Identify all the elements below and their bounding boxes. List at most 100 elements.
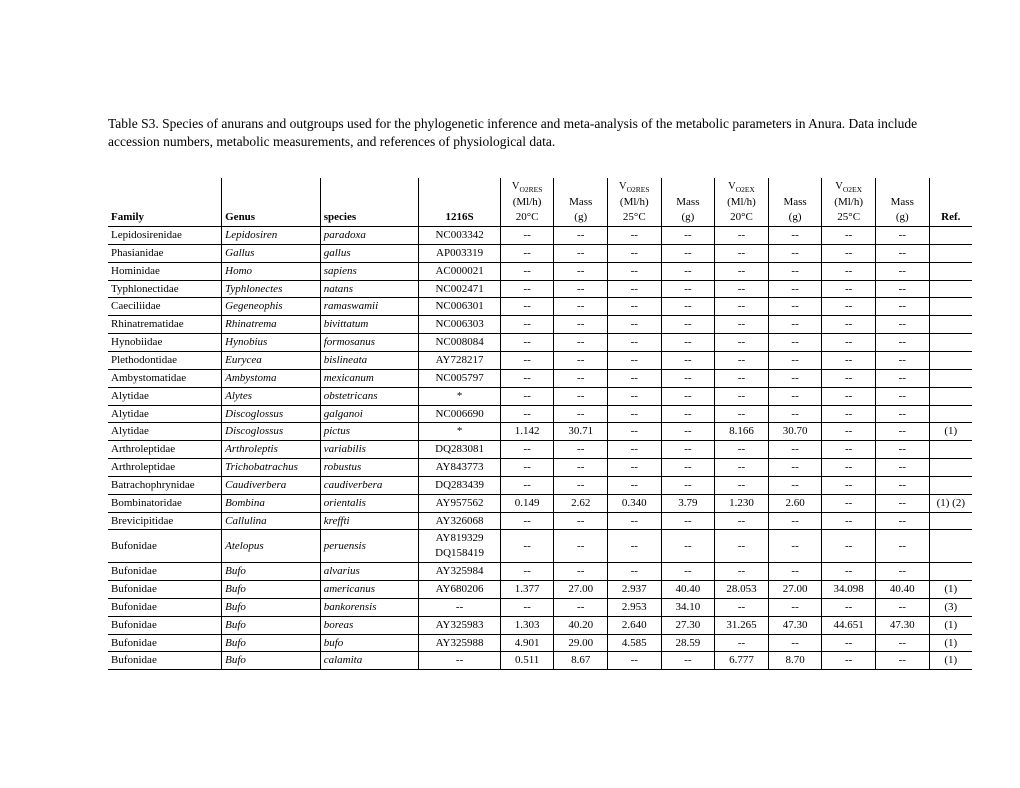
cell: -- xyxy=(554,387,608,405)
cell: 28.053 xyxy=(715,580,769,598)
cell: NC003342 xyxy=(419,227,500,245)
cell: -- xyxy=(661,244,715,262)
cell: -- xyxy=(661,387,715,405)
table-row: BufonidaeBufoalvariusAY325984-----------… xyxy=(108,563,972,581)
cell xyxy=(929,262,972,280)
cell: -- xyxy=(715,476,769,494)
cell: -- xyxy=(768,459,822,477)
hdr-ref: Ref. xyxy=(929,178,972,227)
cell: NC005797 xyxy=(419,369,500,387)
cell: -- xyxy=(715,441,769,459)
hdr-vo2ex-25: VO2EX (Ml/h)25°C xyxy=(822,178,876,227)
cell: -- xyxy=(661,441,715,459)
cell: -- xyxy=(822,387,876,405)
cell: alvarius xyxy=(320,563,419,581)
cell: -- xyxy=(608,476,662,494)
cell: Bufonidae xyxy=(108,634,222,652)
cell: -- xyxy=(822,334,876,352)
cell: -- xyxy=(500,512,554,530)
hdr-genus: Genus xyxy=(222,178,321,227)
table-row: BufonidaeBufoboreasAY3259831.30340.202.6… xyxy=(108,616,972,634)
cell xyxy=(929,530,972,563)
cell: -- xyxy=(500,369,554,387)
cell: -- xyxy=(768,369,822,387)
cell: (1) xyxy=(929,423,972,441)
cell: (3) xyxy=(929,598,972,616)
cell: -- xyxy=(608,387,662,405)
cell: -- xyxy=(715,387,769,405)
cell: paradoxa xyxy=(320,227,419,245)
cell: -- xyxy=(500,262,554,280)
cell: bivittatum xyxy=(320,316,419,334)
cell: Batrachophrynidae xyxy=(108,476,222,494)
cell: -- xyxy=(768,530,822,563)
cell: 34.098 xyxy=(822,580,876,598)
cell: Bufo xyxy=(222,616,321,634)
hdr-mass-1: Mass(g) xyxy=(554,178,608,227)
cell: -- xyxy=(715,598,769,616)
cell: -- xyxy=(822,298,876,316)
cell: AY326068 xyxy=(419,512,500,530)
cell: Ambystoma xyxy=(222,369,321,387)
cell: -- xyxy=(715,262,769,280)
cell: -- xyxy=(661,563,715,581)
cell: -- xyxy=(715,530,769,563)
cell: -- xyxy=(875,563,929,581)
cell: AY325984 xyxy=(419,563,500,581)
cell: Bufo xyxy=(222,563,321,581)
cell: Alytes xyxy=(222,387,321,405)
cell: -- xyxy=(875,387,929,405)
table-row: BufonidaeAtelopusperuensisAY819329 DQ158… xyxy=(108,530,972,563)
cell: boreas xyxy=(320,616,419,634)
cell: AP003319 xyxy=(419,244,500,262)
cell: -- xyxy=(768,298,822,316)
cell: AY325988 xyxy=(419,634,500,652)
cell: AY680206 xyxy=(419,580,500,598)
cell: -- xyxy=(554,280,608,298)
cell: 0.149 xyxy=(500,494,554,512)
cell: -- xyxy=(608,530,662,563)
cell: 4.901 xyxy=(500,634,554,652)
cell: NC006303 xyxy=(419,316,500,334)
cell: -- xyxy=(875,334,929,352)
cell: -- xyxy=(715,563,769,581)
cell: -- xyxy=(661,530,715,563)
cell: -- xyxy=(608,352,662,370)
cell: -- xyxy=(715,280,769,298)
hdr-mass-4: Mass(g) xyxy=(875,178,929,227)
cell: formosanus xyxy=(320,334,419,352)
cell: Bufonidae xyxy=(108,580,222,598)
cell: Typhlonectes xyxy=(222,280,321,298)
cell: -- xyxy=(822,530,876,563)
cell: -- xyxy=(608,280,662,298)
cell: DQ283081 xyxy=(419,441,500,459)
table-row: HominidaeHomosapiensAC000021------------… xyxy=(108,262,972,280)
cell: americanus xyxy=(320,580,419,598)
hdr-vo2res-20: VO2RES (Ml/h)20°C xyxy=(500,178,554,227)
cell: -- xyxy=(608,227,662,245)
cell: Arthroleptidae xyxy=(108,459,222,477)
cell: 44.651 xyxy=(822,616,876,634)
table-body: LepidosirenidaeLepidosirenparadoxaNC0033… xyxy=(108,227,972,670)
cell: Lepidosiren xyxy=(222,227,321,245)
cell: (1) xyxy=(929,616,972,634)
cell: 2.62 xyxy=(554,494,608,512)
cell: -- xyxy=(822,352,876,370)
cell: galganoi xyxy=(320,405,419,423)
cell: Hynobius xyxy=(222,334,321,352)
cell: Brevicipitidae xyxy=(108,512,222,530)
cell: -- xyxy=(608,423,662,441)
cell: -- xyxy=(822,423,876,441)
cell: -- xyxy=(419,598,500,616)
cell: -- xyxy=(608,405,662,423)
cell: sapiens xyxy=(320,262,419,280)
cell: orientalis xyxy=(320,494,419,512)
cell: -- xyxy=(875,405,929,423)
cell: -- xyxy=(822,316,876,334)
cell: kreffti xyxy=(320,512,419,530)
cell: Typhlonectidae xyxy=(108,280,222,298)
cell: -- xyxy=(554,352,608,370)
cell: -- xyxy=(554,563,608,581)
table-row: CaeciliidaeGegeneophisramaswamiiNC006301… xyxy=(108,298,972,316)
cell: -- xyxy=(768,352,822,370)
